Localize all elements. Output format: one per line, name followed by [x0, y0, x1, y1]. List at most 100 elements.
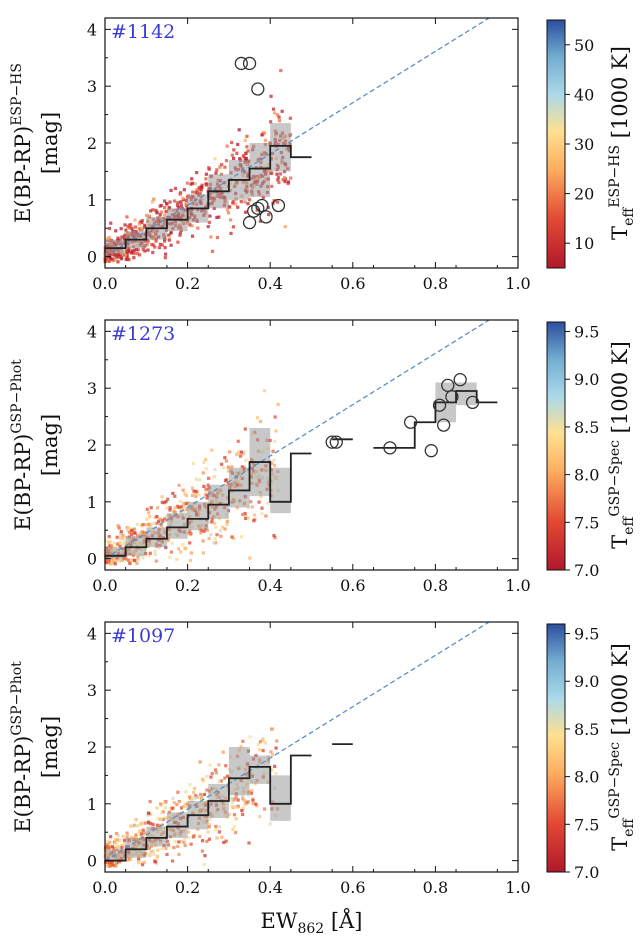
scatter-point — [272, 534, 276, 538]
scatter-point — [210, 520, 214, 524]
scatter-point — [268, 822, 272, 826]
scatter-point — [146, 240, 150, 244]
scatter-point — [212, 541, 216, 545]
scatter-point — [110, 257, 115, 261]
scatter-point — [160, 811, 164, 815]
scatter-point — [178, 200, 183, 204]
scatter-point — [241, 512, 245, 517]
scatter-point — [114, 845, 118, 850]
scatter-point — [173, 494, 177, 498]
y-axis-unit: [mag] — [38, 112, 62, 174]
scatter-point — [256, 742, 260, 747]
scatter-point — [204, 492, 208, 497]
scatter-point — [248, 790, 252, 794]
scatter-point — [176, 201, 180, 205]
fit-line — [104, 621, 490, 862]
x-tick-label: 0.4 — [257, 878, 282, 897]
scatter-point — [141, 832, 146, 836]
scatter-point — [171, 806, 175, 810]
scatter-point — [105, 236, 109, 241]
scatter-point — [139, 832, 144, 836]
scatter-point — [176, 240, 180, 244]
scatter-point — [207, 536, 211, 541]
x-tick-label: 0.6 — [340, 576, 365, 595]
scatter-point — [190, 486, 195, 490]
scatter-point — [261, 748, 265, 753]
scatter-point — [243, 138, 247, 142]
scatter-point — [181, 198, 186, 202]
y-tick-label: 4 — [87, 20, 97, 39]
scatter-point — [201, 529, 205, 533]
scatter-point — [269, 750, 273, 754]
scatter-point — [124, 257, 128, 262]
scatter-point — [104, 560, 108, 564]
scatter-point — [112, 846, 116, 851]
outliers — [325, 373, 480, 458]
scatter-point — [119, 227, 123, 231]
median-step-line — [105, 390, 498, 557]
scatter-point — [250, 505, 254, 509]
scatter-point — [134, 824, 138, 828]
outlier-marker — [441, 378, 455, 392]
scatter-point — [247, 841, 251, 845]
scatter-point — [184, 804, 188, 809]
scatter-point — [184, 199, 189, 203]
band-bin — [270, 123, 291, 172]
scatter-point — [213, 467, 217, 472]
scatter-point — [193, 182, 197, 186]
scatter-point — [199, 792, 203, 797]
scatter-point — [162, 206, 167, 210]
scatter-point — [273, 463, 277, 468]
scatter-point — [169, 231, 173, 235]
scatter-point — [114, 258, 119, 262]
scatter-point — [214, 828, 218, 832]
scatter-point — [116, 252, 120, 257]
scatter-point — [264, 514, 268, 518]
scatter-point — [280, 109, 284, 113]
scatter-point — [288, 116, 292, 120]
x-tick-label: 1.0 — [505, 878, 530, 897]
scatter-point — [221, 750, 225, 754]
scatter-point — [258, 740, 262, 744]
outlier-marker — [445, 390, 459, 404]
scatter-point — [157, 521, 161, 525]
scatter-point — [116, 833, 120, 838]
scatter-point — [125, 215, 129, 219]
scatter-point — [115, 842, 119, 847]
scatter-point — [274, 772, 278, 776]
scatter-point — [263, 807, 267, 811]
scatter-point — [214, 525, 218, 529]
scatter-point — [220, 163, 224, 167]
scatter-point — [189, 551, 194, 555]
scatter-point — [178, 192, 182, 196]
scatter-point — [157, 246, 162, 250]
scatter-point — [123, 540, 127, 544]
scatter-point — [114, 559, 118, 563]
scatter-point — [261, 195, 265, 199]
scatter-point — [159, 523, 163, 527]
scatter-point — [207, 822, 211, 827]
scatter-point — [117, 860, 121, 864]
scatter-point — [209, 775, 213, 779]
scatter-point — [156, 506, 160, 510]
scatter-point — [220, 835, 224, 839]
scatter-point — [156, 816, 160, 821]
scatter-point — [125, 253, 129, 257]
scatter-point — [206, 483, 210, 487]
scatter-point — [139, 225, 144, 230]
scatter-point — [127, 558, 131, 562]
scatter-point — [217, 779, 221, 783]
scatter-point — [232, 824, 236, 829]
scatter-point — [225, 144, 229, 148]
scatter-point — [135, 561, 139, 565]
scatter-point — [204, 487, 208, 491]
scatter-point — [237, 450, 241, 454]
scatter-point — [190, 224, 194, 228]
scatter-point — [276, 175, 280, 180]
scatter-point — [165, 839, 169, 843]
scatter-point — [236, 798, 240, 802]
scatter-point — [188, 529, 192, 533]
scatter-point — [112, 541, 116, 545]
scatter-point — [224, 764, 228, 768]
scatter-point — [243, 200, 247, 204]
